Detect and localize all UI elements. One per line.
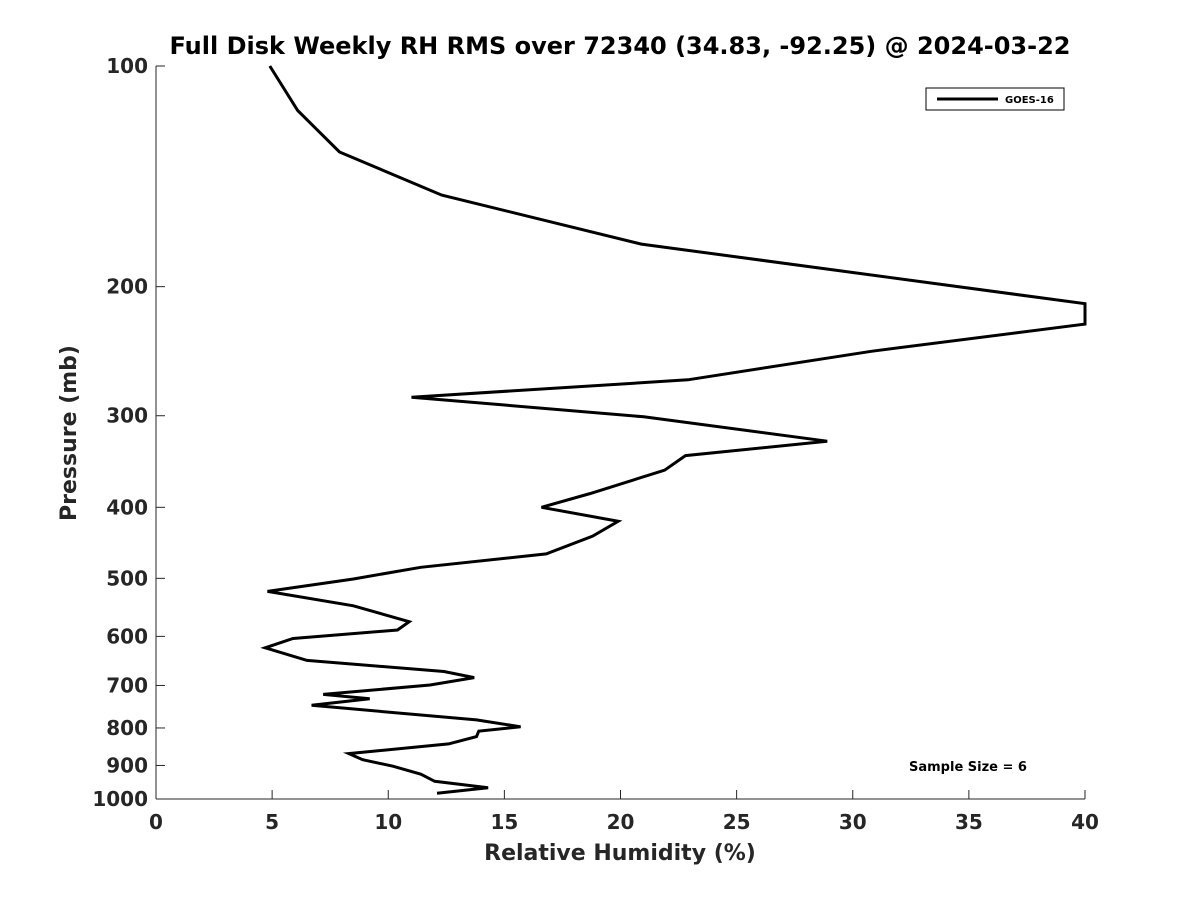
x-tick-label: 0 [149, 810, 163, 834]
y-tick-label: 300 [106, 404, 148, 428]
y-axis-title: Pressure (mb) [57, 345, 82, 521]
x-tick-label: 5 [265, 810, 279, 834]
x-axis-ticks: 0 5 10 15 20 25 30 35 40 [149, 790, 1099, 834]
y-tick-label: 1000 [92, 787, 148, 811]
x-tick-label: 25 [723, 810, 751, 834]
y-axis-ticks: 100 200 300 400 500 600 700 800 900 1000 [92, 54, 165, 811]
x-tick-label: 20 [607, 810, 635, 834]
x-tick-label: 15 [490, 810, 518, 834]
y-tick-label: 100 [106, 54, 148, 78]
x-tick-label: 35 [955, 810, 983, 834]
x-tick-label: 40 [1071, 810, 1099, 834]
y-tick-label: 500 [106, 566, 148, 590]
series-line-goes-16 [260, 65, 1087, 795]
axis-lines [155, 66, 1085, 800]
y-tick-label: 800 [106, 716, 148, 740]
legend: GOES-16 [925, 87, 1065, 111]
y-tick-label: 900 [106, 753, 148, 777]
y-tick-label: 600 [106, 624, 148, 648]
legend-entry-goes-16: GOES-16 [1005, 95, 1054, 106]
x-tick-label: 10 [374, 810, 402, 834]
x-tick-label: 30 [839, 810, 867, 834]
plot-lines [260, 65, 1087, 795]
y-tick-label: 200 [106, 275, 148, 299]
y-tick-label: 400 [106, 495, 148, 519]
y-tick-label: 700 [106, 673, 148, 697]
x-axis-title: Relative Humidity (%) [484, 841, 756, 866]
chart-title: Full Disk Weekly RH RMS over 72340 (34.8… [169, 32, 1070, 60]
sample-size-annotation: Sample Size = 6 [909, 760, 1027, 775]
